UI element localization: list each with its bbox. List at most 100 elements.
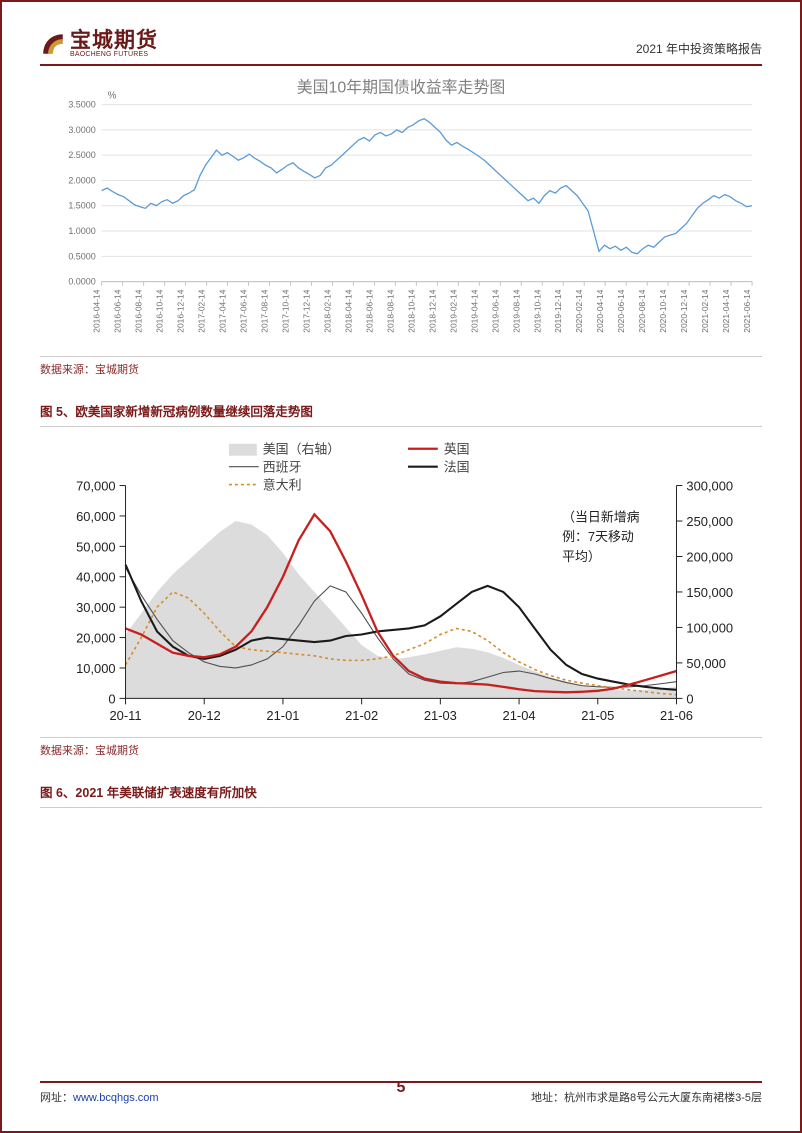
svg-text:40,000: 40,000 bbox=[76, 570, 115, 585]
svg-text:2020-04-14: 2020-04-14 bbox=[595, 289, 605, 332]
figure-5-title: 图 5、欧美国家新增新冠病例数量继续回落走势图 bbox=[40, 401, 762, 427]
svg-text:2016-08-14: 2016-08-14 bbox=[134, 289, 144, 332]
svg-text:（当日新增病: （当日新增病 bbox=[562, 509, 640, 524]
svg-text:2019-12-14: 2019-12-14 bbox=[553, 289, 563, 332]
svg-text:2017-12-14: 2017-12-14 bbox=[301, 289, 311, 332]
source-label: 数据来源： bbox=[40, 745, 95, 757]
svg-text:3.0000: 3.0000 bbox=[68, 125, 95, 135]
svg-text:2016-06-14: 2016-06-14 bbox=[113, 289, 123, 332]
document-title: 2021 年中投资策略报告 bbox=[636, 40, 762, 57]
svg-text:20-12: 20-12 bbox=[188, 708, 221, 723]
web-label: 网址： bbox=[40, 1092, 73, 1104]
chart-us-10y-treasury: 美国10年期国债收益率走势图% 0.0000 0.5000 1.0000 1.5000 2… bbox=[40, 74, 762, 377]
svg-text:美国10年期国债收益率走势图: 美国10年期国债收益率走势图 bbox=[297, 79, 506, 97]
svg-text:1.5000: 1.5000 bbox=[68, 201, 95, 211]
svg-text:例：7天移动: 例：7天移动 bbox=[562, 529, 634, 544]
svg-text:2021-06-14: 2021-06-14 bbox=[742, 289, 752, 332]
svg-text:2016-12-14: 2016-12-14 bbox=[176, 289, 186, 332]
chart2-svg: 0 10,000 20,000 30,000 40,000 50,000 60,000 70,… bbox=[40, 435, 762, 735]
page-number: 5 bbox=[397, 1079, 406, 1097]
chart2-source: 数据来源：宝城期货 bbox=[40, 737, 762, 758]
svg-text:意大利: 意大利 bbox=[263, 478, 302, 493]
svg-text:2019-08-14: 2019-08-14 bbox=[511, 289, 521, 332]
svg-text:2.5000: 2.5000 bbox=[68, 150, 95, 160]
svg-text:300,000: 300,000 bbox=[686, 479, 733, 494]
svg-text:2021-04-14: 2021-04-14 bbox=[721, 289, 731, 332]
svg-text:21-05: 21-05 bbox=[581, 708, 614, 723]
svg-text:0: 0 bbox=[686, 691, 693, 706]
source-label: 数据来源： bbox=[40, 364, 95, 376]
svg-text:3.5000: 3.5000 bbox=[68, 100, 95, 110]
svg-text:250,000: 250,000 bbox=[686, 514, 733, 529]
svg-text:2017-04-14: 2017-04-14 bbox=[218, 289, 228, 332]
svg-text:2020-02-14: 2020-02-14 bbox=[574, 289, 584, 332]
svg-text:2020-12-14: 2020-12-14 bbox=[679, 289, 689, 332]
svg-text:21-04: 21-04 bbox=[503, 708, 536, 723]
svg-text:2018-12-14: 2018-12-14 bbox=[427, 289, 437, 332]
footer-website: 网址：www.bcqhgs.com bbox=[40, 1089, 159, 1105]
svg-text:60,000: 60,000 bbox=[76, 509, 115, 524]
svg-text:2020-08-14: 2020-08-14 bbox=[637, 289, 647, 332]
source-value: 宝城期货 bbox=[95, 745, 139, 757]
svg-text:20-11: 20-11 bbox=[109, 708, 141, 723]
svg-text:100,000: 100,000 bbox=[686, 620, 733, 635]
svg-text:21-03: 21-03 bbox=[424, 708, 457, 723]
svg-text:2021-02-14: 2021-02-14 bbox=[700, 289, 710, 332]
svg-text:2019-02-14: 2019-02-14 bbox=[448, 289, 458, 332]
svg-text:2.0000: 2.0000 bbox=[68, 175, 95, 185]
svg-text:200,000: 200,000 bbox=[686, 549, 733, 564]
svg-text:0: 0 bbox=[108, 691, 115, 706]
logo-text-cn: 宝城期货 bbox=[70, 30, 158, 51]
svg-text:21-01: 21-01 bbox=[266, 708, 299, 723]
figure-6-title: 图 6、2021 年美联储扩表速度有所加快 bbox=[40, 782, 762, 808]
svg-text:50,000: 50,000 bbox=[686, 656, 725, 671]
chart1-source: 数据来源：宝城期货 bbox=[40, 356, 762, 377]
page-footer: 网址：www.bcqhgs.com 5 地址：杭州市求是路8号公元大厦东南裙楼3… bbox=[40, 1081, 762, 1105]
svg-text:50,000: 50,000 bbox=[76, 539, 115, 554]
svg-text:2020-10-14: 2020-10-14 bbox=[658, 289, 668, 332]
svg-text:1.0000: 1.0000 bbox=[68, 226, 95, 236]
source-value: 宝城期货 bbox=[95, 364, 139, 376]
chart1-svg: 美国10年期国债收益率走势图% 0.0000 0.5000 1.0000 1.5000 2… bbox=[40, 74, 762, 354]
svg-text:西班牙: 西班牙 bbox=[263, 460, 302, 475]
company-logo: 宝城期货 BAOCHENG FUTURES bbox=[40, 30, 158, 58]
svg-text:70,000: 70,000 bbox=[76, 479, 115, 494]
svg-text:2019-04-14: 2019-04-14 bbox=[469, 289, 479, 332]
chart-covid-cases: 0 10,000 20,000 30,000 40,000 50,000 60,000 70,… bbox=[40, 435, 762, 758]
page-header: 宝城期货 BAOCHENG FUTURES 2021 年中投资策略报告 bbox=[40, 30, 762, 66]
svg-text:0.5000: 0.5000 bbox=[68, 251, 95, 261]
svg-text:0.0000: 0.0000 bbox=[68, 277, 95, 287]
web-value: www.bcqhgs.com bbox=[73, 1092, 159, 1104]
addr-value: 杭州市求是路8号公元大厦东南裙楼3-5层 bbox=[564, 1092, 762, 1104]
svg-text:2017-10-14: 2017-10-14 bbox=[280, 289, 290, 332]
svg-text:2016-04-14: 2016-04-14 bbox=[92, 289, 102, 332]
svg-text:2017-02-14: 2017-02-14 bbox=[197, 289, 207, 332]
svg-text:平均）: 平均） bbox=[562, 549, 601, 564]
svg-text:30,000: 30,000 bbox=[76, 600, 115, 615]
svg-text:2018-08-14: 2018-08-14 bbox=[385, 289, 395, 332]
svg-text:法国: 法国 bbox=[444, 460, 470, 475]
footer-address: 地址：杭州市求是路8号公元大厦东南裙楼3-5层 bbox=[531, 1089, 762, 1105]
addr-label: 地址： bbox=[531, 1092, 564, 1104]
logo-text-en: BAOCHENG FUTURES bbox=[70, 51, 158, 58]
svg-text:20,000: 20,000 bbox=[76, 631, 115, 646]
logo-mark-icon bbox=[40, 31, 66, 57]
svg-text:150,000: 150,000 bbox=[686, 585, 733, 600]
svg-text:2016-10-14: 2016-10-14 bbox=[155, 289, 165, 332]
svg-text:10,000: 10,000 bbox=[76, 661, 115, 676]
svg-text:2017-08-14: 2017-08-14 bbox=[260, 289, 270, 332]
svg-text:21-02: 21-02 bbox=[345, 708, 378, 723]
svg-text:%: % bbox=[108, 91, 117, 102]
svg-text:2018-06-14: 2018-06-14 bbox=[364, 289, 374, 332]
svg-text:2017-06-14: 2017-06-14 bbox=[239, 289, 249, 332]
svg-text:2018-04-14: 2018-04-14 bbox=[343, 289, 353, 332]
svg-text:美国（右轴）: 美国（右轴） bbox=[263, 442, 340, 457]
document-page: 宝城期货 BAOCHENG FUTURES 2021 年中投资策略报告 美国10… bbox=[0, 0, 802, 1133]
svg-text:2019-06-14: 2019-06-14 bbox=[490, 289, 500, 332]
svg-text:2018-10-14: 2018-10-14 bbox=[406, 289, 416, 332]
svg-text:2020-06-14: 2020-06-14 bbox=[616, 289, 626, 332]
svg-text:2019-10-14: 2019-10-14 bbox=[532, 289, 542, 332]
svg-text:2018-02-14: 2018-02-14 bbox=[322, 289, 332, 332]
svg-text:21-06: 21-06 bbox=[660, 708, 693, 723]
svg-text:英国: 英国 bbox=[444, 442, 470, 457]
